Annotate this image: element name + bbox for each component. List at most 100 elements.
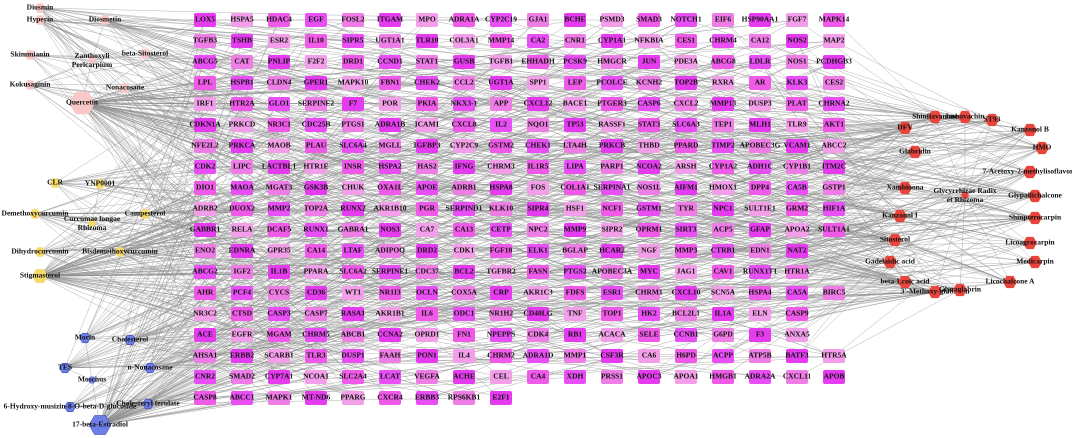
target-node: [305, 328, 327, 342]
target-label: DUSP1: [341, 351, 365, 360]
target-node: [712, 328, 734, 342]
target-label: TP53: [566, 120, 583, 129]
target-label: PKIA: [418, 99, 437, 108]
edge: [39, 275, 576, 336]
compound-label: CLR: [47, 178, 63, 187]
target-label: ADH1C: [747, 162, 773, 171]
target-label: CA12: [751, 36, 770, 45]
target-label: HSPA4: [748, 288, 771, 297]
target-label: SULT1E1: [744, 204, 776, 213]
target-node: [379, 223, 401, 237]
target-node: [194, 139, 216, 153]
target-label: MMP14: [488, 36, 514, 45]
target-node: [194, 244, 216, 258]
edge: [99, 103, 206, 426]
target-node: [527, 160, 549, 174]
target-label: LIPA: [566, 162, 584, 171]
edge: [685, 217, 1036, 378]
target-label: SIPR2: [602, 225, 623, 234]
compound-label: Diosmin: [27, 3, 55, 12]
target-node: [194, 160, 216, 174]
compound-label: Glyzaglabrin: [939, 285, 982, 294]
target-node: [379, 34, 401, 48]
target-label: APOC3: [637, 372, 662, 381]
target-node: [675, 223, 697, 237]
edge: [81, 102, 280, 168]
target-node: [527, 118, 549, 132]
target-label: ITGAM: [377, 15, 403, 24]
target-label: FGF10: [490, 246, 513, 255]
edge: [685, 61, 936, 118]
target-node: [490, 181, 512, 195]
target-node: [453, 139, 475, 153]
target-node: [379, 181, 401, 195]
target-label: SERPINA1: [594, 183, 631, 192]
target-node: [342, 76, 364, 90]
target-node: [675, 118, 697, 132]
target-label: PPARD: [674, 141, 699, 150]
target-node: [675, 286, 697, 300]
target-node: [416, 97, 438, 111]
target-label: FASN: [528, 267, 548, 276]
compound-node: [34, 3, 46, 13]
edge: [574, 103, 1043, 149]
target-label: CYP7A1: [265, 372, 294, 381]
edge: [99, 61, 687, 426]
target-label: JAG1: [677, 267, 696, 276]
target-node: [601, 118, 623, 132]
target-node: [527, 370, 549, 384]
edge: [29, 59, 93, 86]
target-node: [749, 286, 771, 300]
target-node: [268, 34, 290, 48]
edge: [833, 116, 966, 210]
target-node: [268, 13, 290, 27]
edge: [964, 119, 993, 196]
edge: [500, 229, 961, 291]
compound-node: [29, 209, 41, 219]
edge: [796, 19, 936, 118]
edge: [99, 40, 206, 426]
target-node: [305, 34, 327, 48]
target-node: [786, 34, 808, 48]
edge: [39, 275, 724, 336]
target-node: [564, 223, 586, 237]
target-node: [638, 34, 660, 48]
target-label: NOS1L: [637, 183, 661, 192]
target-node: [305, 76, 327, 90]
target-node: [342, 349, 364, 363]
edge: [39, 208, 428, 277]
compound-node: [898, 275, 912, 289]
target-label: TGFB1: [489, 57, 513, 66]
target-label: ACE: [197, 330, 213, 339]
target-label: LPL: [198, 78, 213, 87]
target-label: TIMP2: [711, 141, 735, 150]
edge: [648, 145, 901, 217]
target-label: CHUK: [342, 183, 365, 192]
target-node: [712, 265, 734, 279]
target-node: [342, 223, 364, 237]
target-label: SLC6A2: [339, 267, 367, 276]
edge: [81, 40, 613, 104]
target-node: [194, 55, 216, 69]
target-node: [490, 34, 512, 48]
target-label: HDAC4: [266, 15, 292, 24]
target-label: RUNX1: [303, 225, 329, 234]
target-node: [638, 223, 660, 237]
compound-node: [24, 50, 36, 60]
edge: [54, 124, 317, 184]
target-node: [527, 349, 549, 363]
edge: [315, 103, 1011, 283]
target-label: RXRA: [712, 78, 734, 87]
edge: [81, 40, 428, 104]
edge: [39, 19, 465, 336]
target-node: [564, 349, 586, 363]
target-node: [305, 181, 327, 195]
target-label: INSR: [344, 162, 363, 171]
compound-label: TES: [58, 363, 72, 372]
target-label: NOS1: [787, 57, 806, 66]
target-label: THBD: [638, 141, 660, 150]
target-label: HMGB1: [709, 372, 737, 381]
target-label: CHRM3: [487, 162, 515, 171]
compound-label: Kanzonol B: [1011, 125, 1049, 134]
edge: [685, 103, 961, 291]
